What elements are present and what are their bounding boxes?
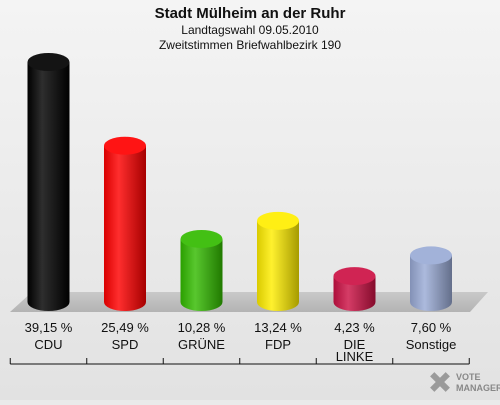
value-label: 4,23 % [334,320,375,335]
category-label: SPD [112,337,139,352]
category-label: LINKE [336,349,374,364]
bar-top [27,53,70,71]
bars-group [27,53,452,311]
category-label: DIE [344,337,366,352]
bar-die-linke [333,267,376,311]
bar-grüne [180,229,223,311]
category-axis: 39,15 % CDU 25,49 % SPD 10,28 % GRÜNE 13,24 % F… [9,320,470,365]
bar-top [104,136,146,155]
bar-fdp [257,211,299,311]
bar-top [257,211,299,230]
bar-body [104,145,146,311]
bar-cdu [27,53,70,311]
bar-spd [104,136,146,311]
chart-title: Stadt Mülheim an der Ruhr [155,5,346,22]
bar-body [257,220,299,311]
chart-subtitle-district: Zweitstimmen Briefwahlbezirk 190 [159,38,341,52]
category-label: Sonstige [406,337,457,352]
logo-manager-text: MANAGER [456,383,500,393]
logo-cross-icon [430,372,450,392]
bar-body [333,276,376,311]
bar-body [27,62,70,311]
bar-sonstige [410,246,452,311]
category-label: FDP [265,337,291,352]
vote-manager-logo: VOTE MANAGER [430,372,500,393]
bar-body [410,255,452,311]
category-label: GRÜNE [178,337,225,352]
value-label: 39,15 % [25,320,73,335]
logo-vote-text: VOTE [456,372,481,382]
chart-subtitle-date: Landtagswahl 09.05.2010 [181,23,319,37]
value-label: 7,60 % [411,320,452,335]
value-label: 13,24 % [254,320,302,335]
category-label: CDU [34,337,62,352]
value-label: 25,49 % [101,320,149,335]
bar-top [333,267,376,286]
bar-body [180,238,223,311]
bar-top [180,229,223,248]
bar-top [410,246,452,265]
value-label: 10,28 % [178,320,226,335]
